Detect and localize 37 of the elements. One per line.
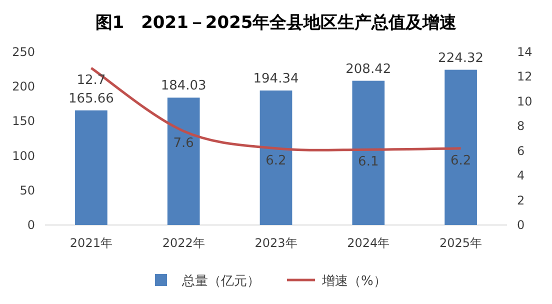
y2-tick-label: 0 <box>517 218 525 232</box>
y2-tick-label: 2 <box>517 193 525 208</box>
data-label: 6.2 <box>450 153 472 168</box>
data-label: 6.1 <box>358 154 379 170</box>
y2-tick-label: 10 <box>517 94 532 108</box>
y2-tick-label: 6 <box>517 144 525 158</box>
x-tick-label: 2022年 <box>162 236 205 250</box>
y-tick-label: 200 <box>12 80 35 94</box>
y2-tick-label: 12 <box>517 70 532 84</box>
data-label: 165.66 <box>68 91 114 106</box>
y-tick-label: 100 <box>12 148 35 163</box>
bar <box>444 70 477 225</box>
y2-tick-label: 8 <box>517 119 525 134</box>
data-label: 7.6 <box>173 136 194 152</box>
x-tick-label: 2023年 <box>254 236 298 250</box>
x-tick-label: 2025年 <box>440 236 482 250</box>
data-label: 208.42 <box>346 62 392 77</box>
bar <box>260 90 292 225</box>
y-tick-label: 0 <box>27 218 35 232</box>
bar <box>352 80 385 225</box>
y-tick-label: 250 <box>12 45 35 59</box>
data-label: 224.32 <box>438 50 484 66</box>
legend-label: 增速（%） <box>321 274 386 289</box>
chart-title: 图1 2021－2025年全县地区生产总值及增速 <box>95 13 457 33</box>
bar <box>75 110 108 225</box>
y-tick-label: 50 <box>20 183 35 198</box>
x-tick-label: 2024年 <box>347 236 390 250</box>
data-label: 12.7 <box>76 73 106 88</box>
y-tick-label: 150 <box>12 114 35 128</box>
y2-tick-label: 4 <box>517 168 525 183</box>
data-label: 184.03 <box>160 78 206 94</box>
data-label: 194.34 <box>253 72 299 87</box>
legend-label: 总量（亿元） <box>181 274 260 289</box>
x-tick-label: 2021年 <box>70 236 112 250</box>
data-label: 6.2 <box>266 153 286 168</box>
bar <box>167 98 200 225</box>
y2-tick-label: 14 <box>517 45 532 59</box>
